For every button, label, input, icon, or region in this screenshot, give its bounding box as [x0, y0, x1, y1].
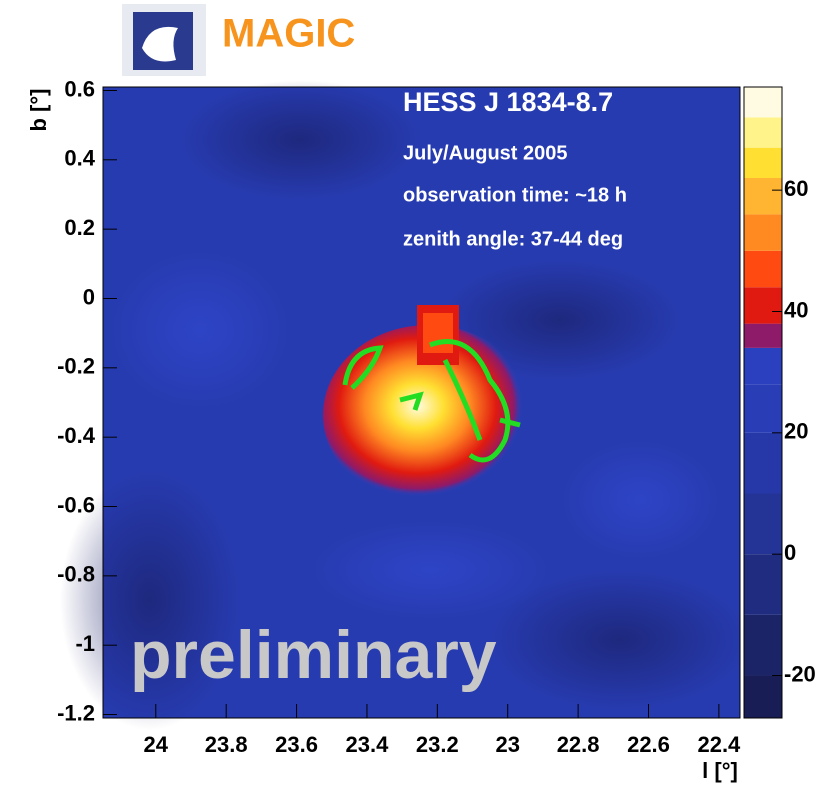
colorbar-segment: [744, 433, 782, 494]
annotation: observation time: ~18 h: [403, 184, 627, 206]
colorbar-tick-label: 60: [784, 176, 808, 201]
y-tick-label: -0.8: [57, 562, 95, 587]
colorbar-segment: [744, 87, 782, 117]
y-tick-label: -0.4: [57, 423, 96, 448]
y-tick-label: 0.6: [64, 76, 95, 101]
x-tick-label: 22.6: [627, 732, 670, 757]
colorbar-tick-label: 40: [784, 297, 808, 322]
x-tick-label: 22.4: [697, 732, 741, 757]
annotation: zenith angle: 37-44 deg: [403, 228, 623, 250]
x-tick-label: 22.8: [557, 732, 600, 757]
chart: MAGIC HESS J 1834-8.7 July/August 2005 o…: [0, 0, 839, 789]
page: {"logo_text": "MAGIC", "chart_data": {"t…: [0, 0, 839, 794]
y-axis-label: b [°]: [26, 88, 51, 131]
colorbar-segment: [744, 554, 782, 615]
x-tick-label: 23.2: [416, 732, 459, 757]
colorbar-segment: [744, 251, 782, 287]
y-tick-label: -0.6: [57, 492, 95, 517]
colorbar-segment: [744, 324, 782, 348]
x-tick-label: 23.8: [205, 732, 248, 757]
colorbar-segment: [744, 117, 782, 147]
colorbar-segment: [744, 615, 782, 676]
colorbar-segment: [744, 494, 782, 555]
colorbar-segment: [744, 348, 782, 384]
colorbar-tick-label: 20: [784, 419, 808, 444]
y-tick-label: 0.4: [64, 146, 95, 171]
colorbar-tick-label: -20: [784, 661, 816, 686]
y-tick-label: 0: [83, 284, 95, 309]
x-tick-label: 23: [495, 732, 519, 757]
y-tick-label: 0.2: [64, 215, 95, 240]
colorbar-segment: [744, 178, 782, 214]
colorbar-segment: [744, 384, 782, 433]
chart-title: HESS J 1834-8.7: [403, 87, 613, 117]
colorbar-segment: [744, 148, 782, 178]
watermark: preliminary: [130, 617, 497, 693]
x-tick-label: 24: [144, 732, 169, 757]
colorbar-segment: [744, 214, 782, 250]
x-tick-label: 23.6: [275, 732, 318, 757]
logo-text: MAGIC: [222, 12, 355, 56]
y-tick-label: -1.2: [57, 700, 95, 725]
colorbar-segment: [744, 676, 782, 718]
x-tick-label: 23.4: [346, 732, 390, 757]
annotation: July/August 2005: [403, 142, 568, 164]
colorbar-segment: [744, 287, 782, 323]
y-tick-label: -1: [75, 631, 95, 656]
colorbar-tick-label: 0: [784, 540, 796, 565]
x-axis-label: l [°]: [702, 758, 738, 783]
y-tick-label: -0.2: [57, 354, 95, 379]
